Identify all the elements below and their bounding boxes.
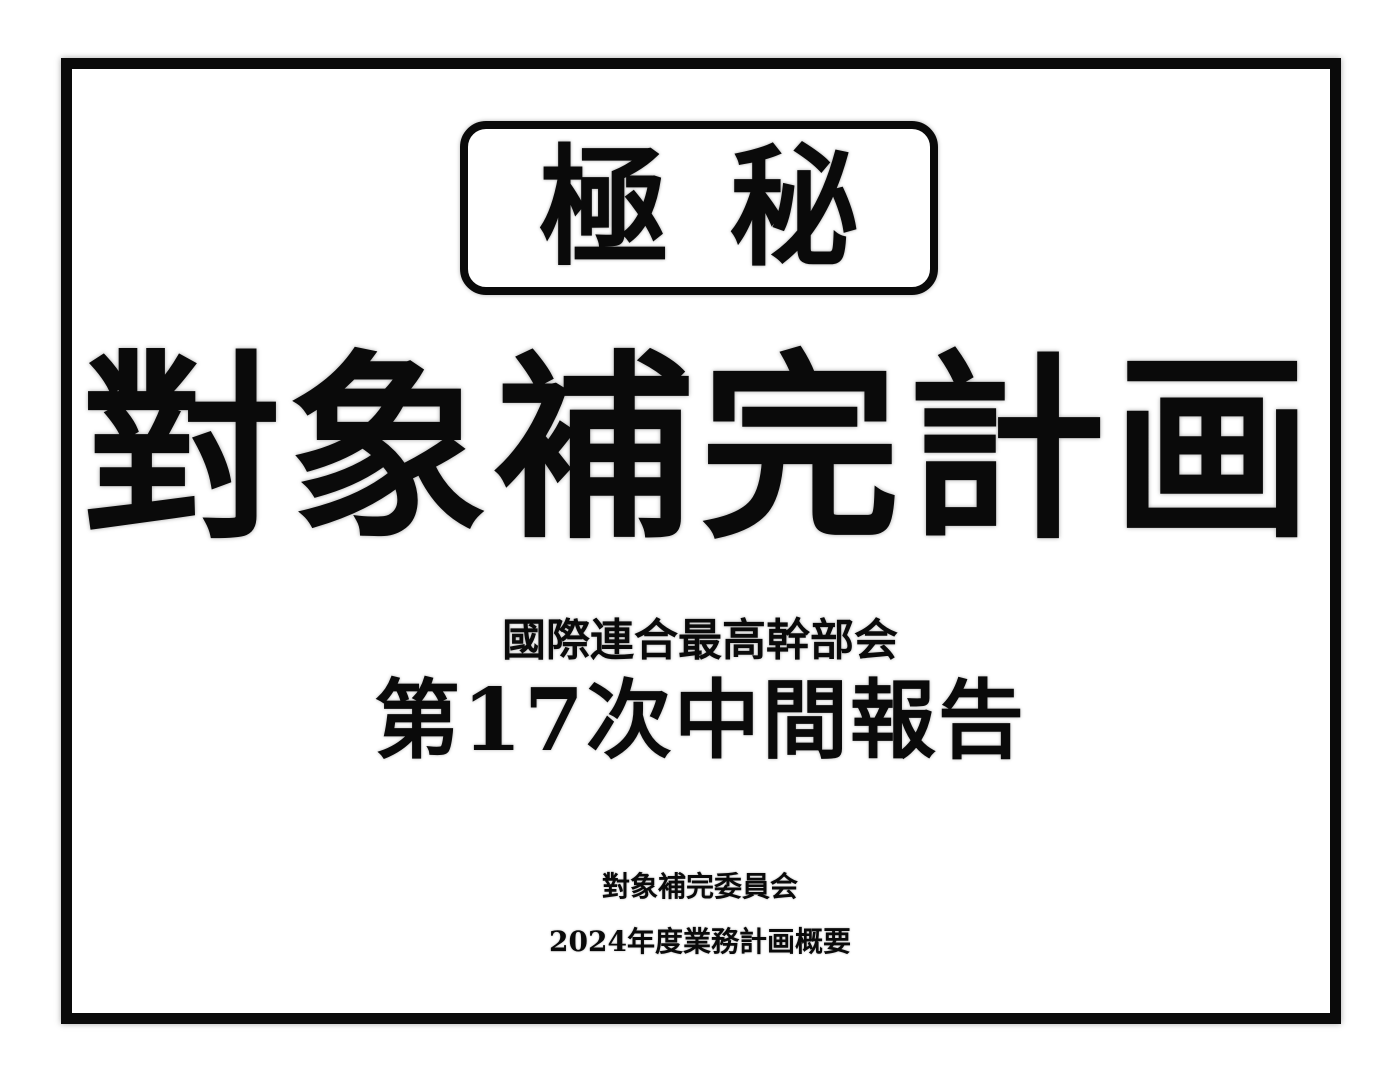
document-title: 對象補完計画: [81, 332, 1318, 567]
document-subtitle: 2024年度業務計画概要: [549, 925, 851, 958]
classification-stamp: 極秘: [460, 121, 938, 295]
organization-name: 國際連合最高幹部会: [502, 615, 898, 666]
document-border: [61, 58, 1341, 1024]
committee-name: 對象補完委員会: [601, 870, 798, 903]
report-name: 第17次中間報告: [374, 670, 1026, 771]
stamp-label: 極秘: [538, 131, 919, 284]
